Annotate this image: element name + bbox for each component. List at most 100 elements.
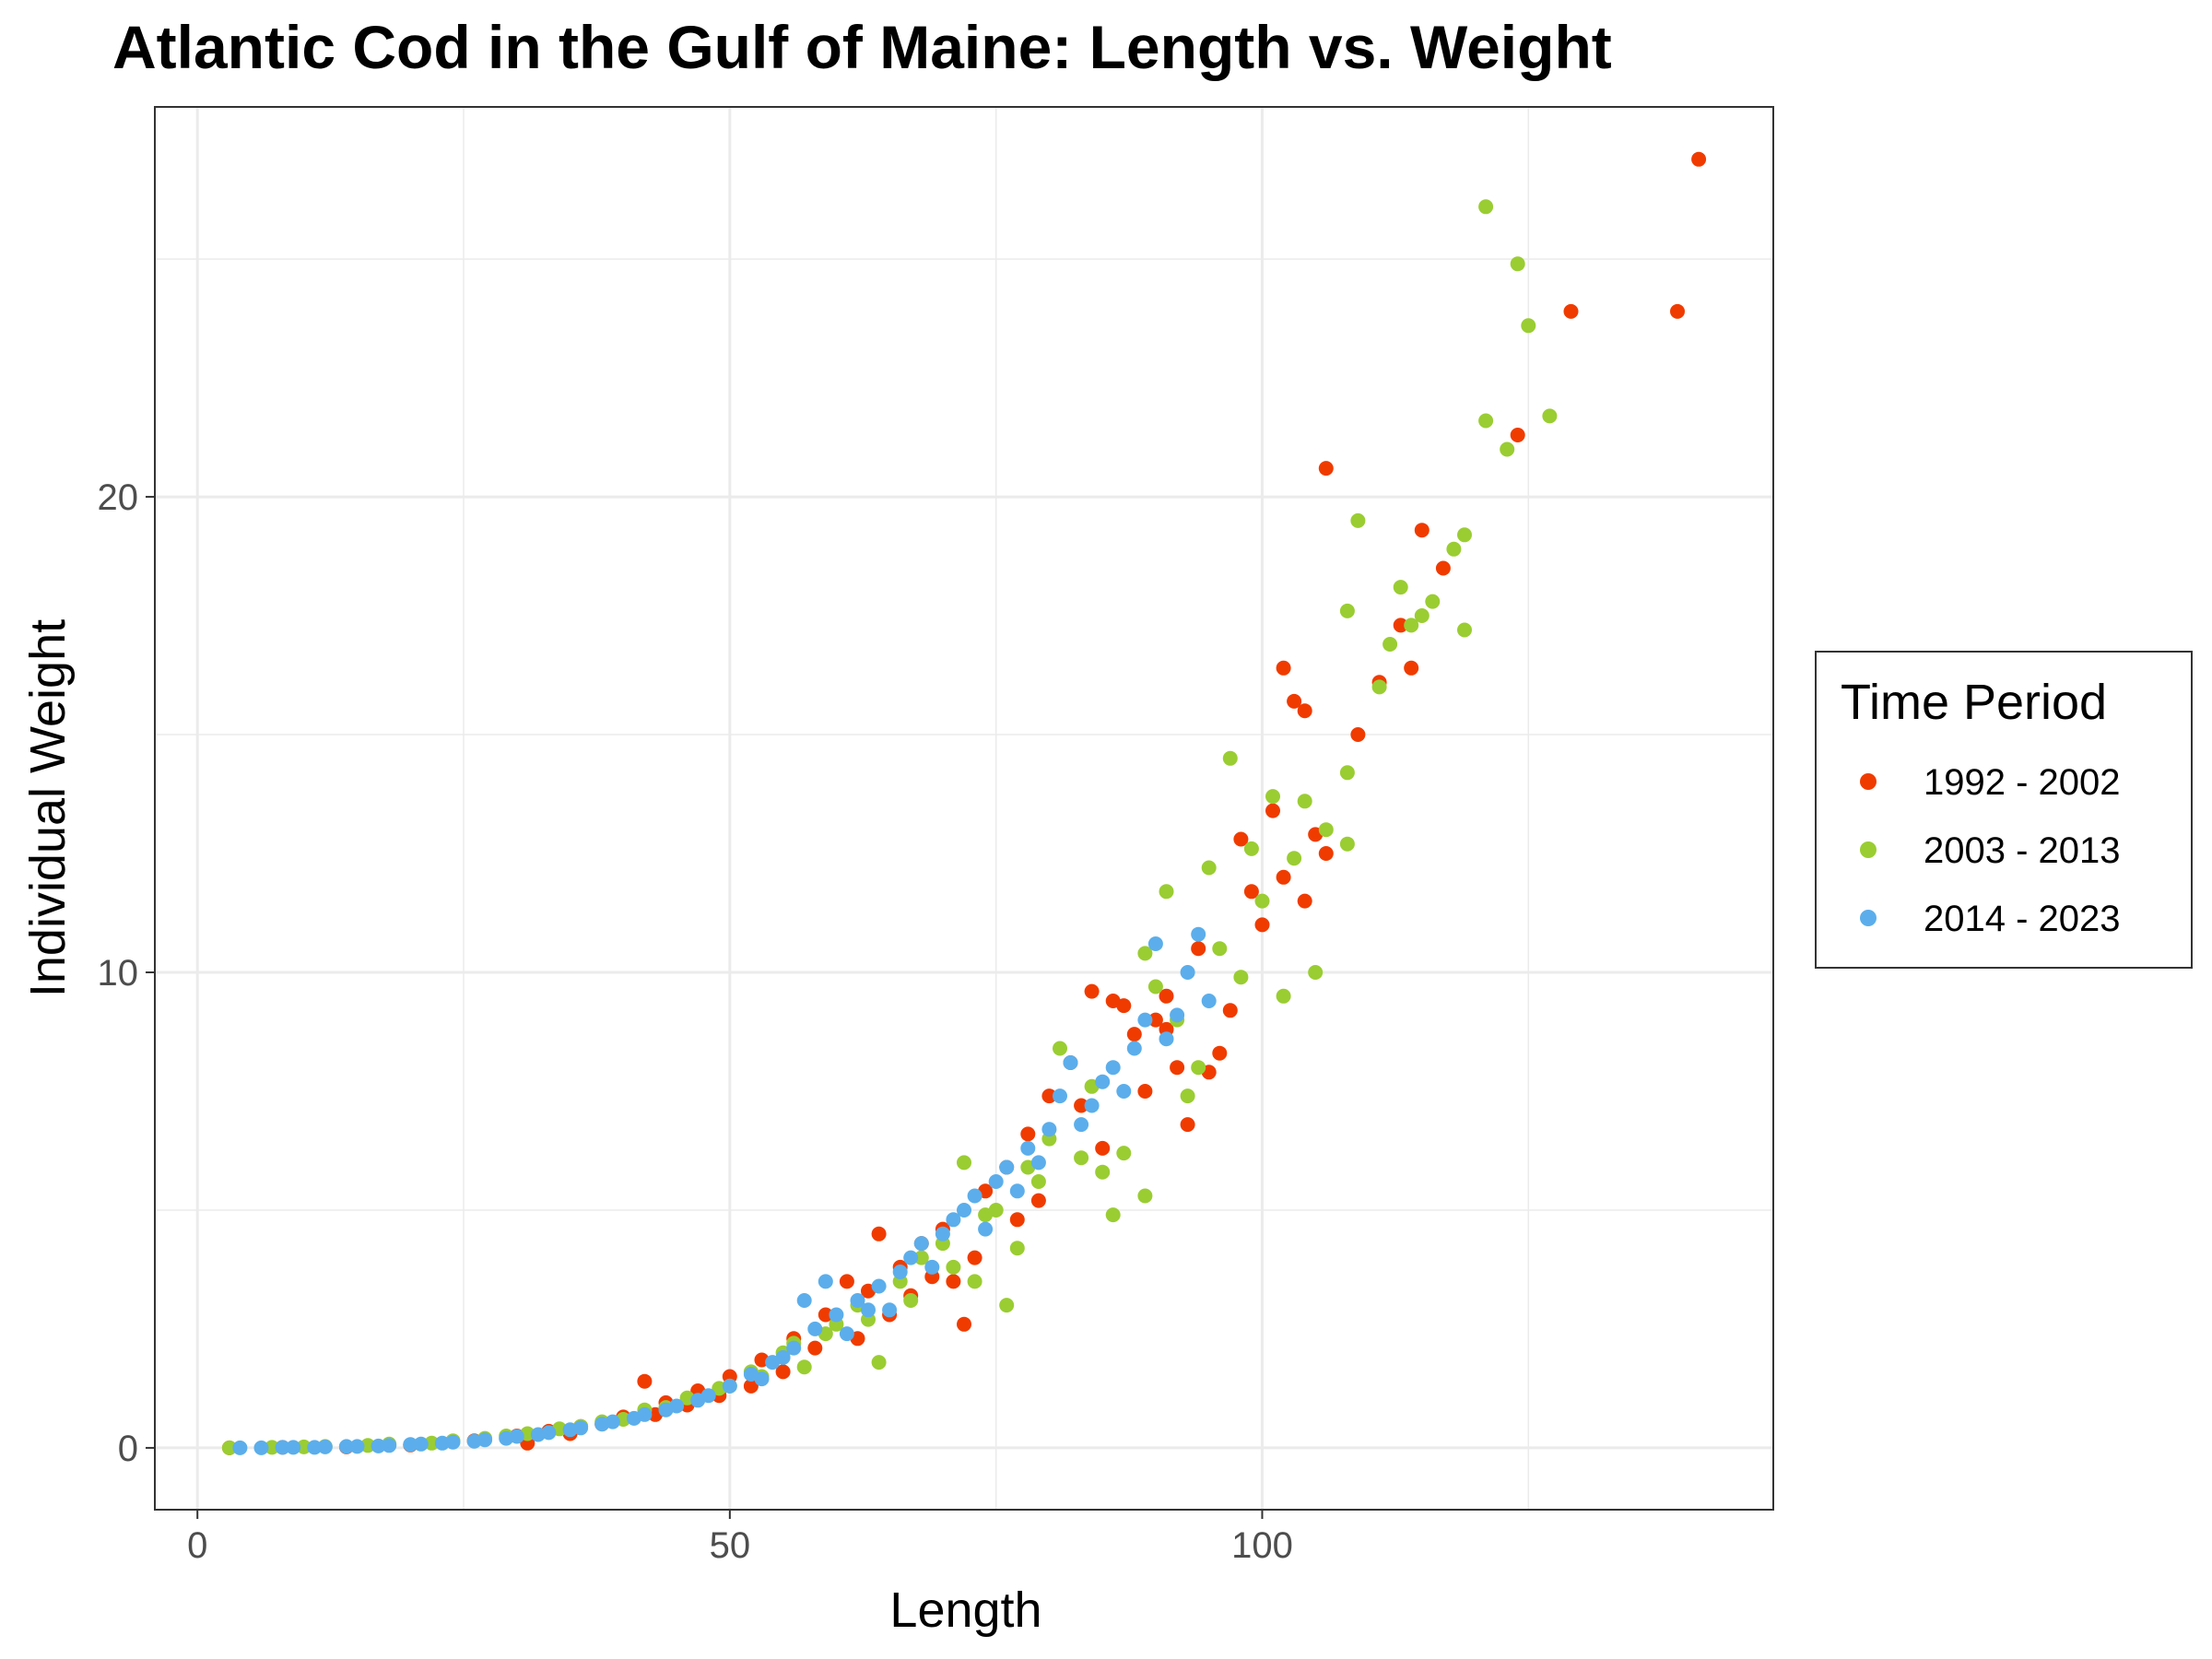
data-point — [1521, 318, 1536, 334]
data-point — [850, 1293, 865, 1308]
legend: Time Period 1992 - 2002 2003 - 2013 2014 -… — [1815, 651, 2193, 969]
legend-label: 1992 - 2002 — [1924, 762, 2121, 803]
data-point — [903, 1293, 919, 1308]
data-point — [1009, 1183, 1025, 1199]
data-point — [946, 1274, 961, 1289]
data-point — [1095, 1140, 1111, 1156]
data-point — [296, 1439, 312, 1454]
data-point — [1265, 789, 1280, 805]
data-point — [1435, 560, 1451, 576]
data-point — [286, 1440, 301, 1455]
data-point — [1265, 803, 1280, 818]
data-point — [1137, 1188, 1153, 1204]
data-point — [466, 1433, 482, 1449]
data-point — [1243, 841, 1259, 856]
data-point — [1371, 679, 1387, 695]
data-point — [1318, 461, 1334, 477]
data-point — [1339, 765, 1355, 781]
data-point — [275, 1440, 290, 1455]
data-point — [1478, 199, 1494, 215]
data-point — [434, 1435, 450, 1451]
data-point — [1084, 983, 1100, 999]
plot-border — [154, 106, 1774, 1511]
data-point — [349, 1439, 365, 1454]
data-point — [1137, 1012, 1153, 1028]
data-point — [839, 1274, 854, 1289]
data-point — [232, 1440, 248, 1455]
data-point — [913, 1236, 929, 1252]
x-tick-label: 0 — [187, 1525, 207, 1566]
y-tick-label: 0 — [118, 1429, 138, 1469]
data-point — [829, 1307, 844, 1323]
y-tick-label: 10 — [98, 953, 139, 994]
data-point — [445, 1434, 461, 1450]
data-point — [1478, 413, 1494, 429]
data-point — [626, 1410, 641, 1426]
data-point — [1297, 794, 1312, 809]
data-point — [999, 1298, 1015, 1313]
data-point — [265, 1440, 280, 1455]
legend-label: 2003 - 2013 — [1924, 830, 2121, 871]
data-point — [1425, 594, 1441, 609]
data-point — [1691, 151, 1707, 167]
data-point — [861, 1302, 876, 1318]
data-point — [1276, 660, 1291, 676]
grid — [155, 107, 1773, 1510]
data-point — [1339, 836, 1355, 852]
data-point — [1318, 822, 1334, 838]
data-point — [1191, 941, 1206, 957]
data-point — [1180, 1117, 1195, 1133]
data-point — [1159, 988, 1174, 1004]
data-point — [1414, 608, 1430, 623]
data-point — [1404, 660, 1419, 676]
data-point — [1382, 637, 1398, 652]
data-point — [988, 1174, 1004, 1189]
data-point — [1287, 693, 1302, 709]
legend-label: 2014 - 2023 — [1924, 899, 2121, 939]
y-tick-label: 20 — [98, 477, 139, 518]
legend-key — [1860, 910, 1877, 926]
data-point — [1222, 1003, 1238, 1018]
data-point — [1393, 618, 1408, 633]
data-points — [221, 151, 1707, 1455]
data-point — [1222, 750, 1238, 766]
data-point — [1147, 936, 1163, 951]
data-point — [743, 1378, 759, 1394]
data-point — [1414, 523, 1430, 538]
data-point — [871, 1278, 887, 1294]
legend-box — [1815, 651, 2193, 969]
data-point — [1350, 512, 1366, 528]
data-point — [796, 1293, 812, 1308]
data-point — [1254, 893, 1270, 909]
data-point — [1116, 1084, 1132, 1099]
data-point — [1233, 970, 1249, 985]
data-point — [722, 1378, 737, 1394]
data-point — [1074, 1150, 1089, 1166]
data-point — [1074, 1098, 1089, 1113]
data-point — [1053, 1041, 1067, 1056]
data-point — [957, 1316, 971, 1332]
data-point — [1159, 1031, 1174, 1047]
data-point — [1276, 988, 1291, 1004]
data-point — [253, 1440, 269, 1455]
data-point — [946, 1212, 961, 1228]
data-point — [818, 1274, 833, 1289]
data-point — [978, 1221, 994, 1237]
data-point — [403, 1437, 418, 1453]
data-point — [1041, 1122, 1057, 1137]
data-point — [1116, 1146, 1132, 1161]
data-point — [946, 1259, 961, 1275]
data-point — [424, 1435, 440, 1451]
data-point — [1095, 1164, 1111, 1180]
data-point — [1308, 965, 1324, 980]
data-point — [1510, 428, 1525, 442]
data-point — [1510, 256, 1525, 272]
data-point — [1350, 727, 1366, 742]
data-point — [754, 1371, 770, 1387]
data-point — [1137, 946, 1153, 961]
data-point — [903, 1250, 919, 1265]
data-point — [1254, 917, 1270, 933]
data-point — [1243, 884, 1259, 900]
data-point — [1191, 926, 1206, 942]
legend-title: Time Period — [1841, 675, 2107, 730]
